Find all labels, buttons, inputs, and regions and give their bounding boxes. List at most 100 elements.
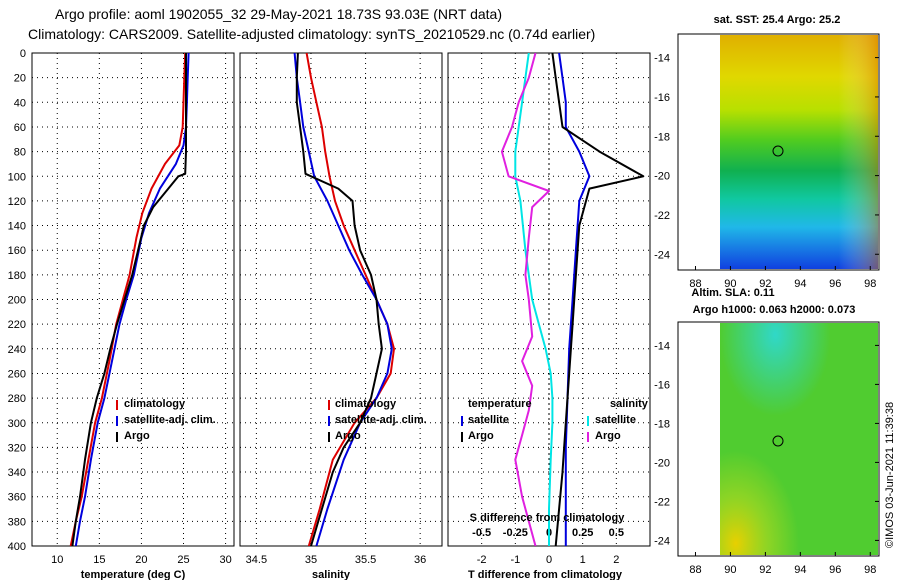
depth-tick-label: 60: [14, 122, 26, 134]
depth-tick-label: 160: [8, 245, 26, 257]
s-tick-label: 0.5: [609, 527, 624, 539]
map-x-tick-label: 90: [724, 278, 736, 290]
legend-sal-satellite: satellite: [595, 414, 636, 426]
depth-tick-label: 360: [8, 492, 26, 504]
map-x-tick-label: 88: [689, 278, 701, 290]
x-tick-label: 35.5: [355, 554, 376, 566]
map-y-tick-label: -14: [654, 53, 670, 65]
series-line-argo: [295, 53, 383, 546]
map-y-tick-label: -18: [654, 418, 670, 430]
depth-tick-label: 140: [8, 221, 26, 233]
x-tick-label: 10: [51, 554, 63, 566]
map-y-tick-label: -18: [654, 131, 670, 143]
sst-argo-marker: [772, 145, 784, 157]
sla-map-subtitle: Argo h1000: 0.063 h2000: 0.073: [693, 304, 856, 316]
map-x-tick-label: 98: [864, 564, 876, 576]
map-x-tick-label: 94: [794, 564, 806, 576]
legend-climatology: climatology: [335, 398, 397, 410]
x-tick-label: 15: [93, 554, 105, 566]
s-tick-label: -0.5: [472, 527, 491, 539]
x-tick-label: 25: [177, 554, 189, 566]
legend-sal-argo: Argo: [595, 430, 621, 442]
imos-credit: ©IMOS 03-Jun-2021 11:39:38: [884, 402, 896, 548]
depth-tick-label: 80: [14, 147, 26, 159]
sst-map-title: sat. SST: 25.4 Argo: 25.2: [714, 14, 841, 26]
sla-field-low: [720, 323, 878, 555]
map-x-tick-label: 90: [724, 564, 736, 576]
x-tick-label: 34.5: [246, 554, 267, 566]
legend-satellite: satellite-adj. clim.: [124, 414, 216, 426]
temperature-legend: climatology satellite-adj. clim. Argo: [116, 398, 216, 442]
salinity-legend: climatology satellite-adj. clim. Argo: [328, 398, 427, 442]
series-group: [500, 53, 645, 546]
difference-xlabel: T difference from climatology: [468, 569, 623, 580]
legend-temp-satellite: satellite: [468, 414, 509, 426]
x-tick-label: 0: [546, 554, 552, 566]
depth-tick-label: 240: [8, 344, 26, 356]
legend-salinity-title: salinity: [610, 398, 649, 410]
map-x-tick-label: 92: [759, 278, 771, 290]
series-line-temperature-argo: [551, 53, 645, 546]
series-line-salinity-satellite: [514, 53, 554, 546]
map-x-tick-label: 94: [794, 278, 806, 290]
depth-tick-label: 220: [8, 319, 26, 331]
depth-tick-label: 280: [8, 393, 26, 405]
s-tick-label: -0.25: [503, 527, 528, 539]
map-x-tick-label: 92: [759, 564, 771, 576]
legend-satellite: satellite-adj. clim.: [335, 414, 427, 426]
map-x-tick-label: 88: [689, 564, 701, 576]
map-y-tick-label: -20: [654, 171, 670, 183]
map-y-tick-label: -16: [654, 379, 670, 391]
depth-tick-label: 400: [8, 541, 26, 553]
depth-tick-label: 20: [14, 73, 26, 85]
depth-tick-label: 200: [8, 295, 26, 307]
depth-tick-label: 0: [20, 48, 26, 60]
temperature-xlabel: temperature (deg C): [81, 569, 186, 580]
map-x-tick-label: 96: [829, 278, 841, 290]
map-y-tick-label: -24: [654, 249, 670, 261]
depth-tick-label: 340: [8, 467, 26, 479]
depth-tick-label: 380: [8, 516, 26, 528]
series-group: [69, 53, 190, 546]
map-y-tick-label: -16: [654, 92, 670, 104]
x-tick-label: 30: [219, 554, 231, 566]
sla-map-title: Altim. SLA: 0.11: [691, 287, 774, 299]
map-y-tick-label: -22: [654, 210, 670, 222]
sla-map-axes: 88 90 92 94 96 98 -14 -16 -18 -20 -22 -24: [654, 340, 879, 576]
depth-tick-label: 320: [8, 442, 26, 454]
legend-argo: Argo: [124, 430, 150, 442]
map-y-tick-label: -20: [654, 457, 670, 469]
series-group: [293, 53, 395, 546]
series-line-climatology: [305, 53, 395, 546]
profile-lines: [69, 53, 645, 546]
x-tick-label: 35: [305, 554, 317, 566]
series-line-argo: [71, 53, 187, 546]
depth-axis: 0 20 40 60 80 100 120 140 160 180 200 220 240 260 280 3…: [8, 48, 26, 553]
header-line1: Argo profile: aoml 1902055_32 29-May-202…: [55, 6, 502, 22]
map-y-tick-label: -22: [654, 496, 670, 508]
legend-climatology: climatology: [124, 398, 186, 410]
sst-field-warm-overlay: [720, 35, 878, 269]
series-line-climatology: [69, 53, 187, 546]
depth-tick-label: 40: [14, 97, 26, 109]
s-difference-title: S difference from climatology: [470, 512, 626, 524]
header-line2: Climatology: CARS2009. Satellite-adjuste…: [28, 26, 595, 42]
map-y-tick-label: -14: [654, 340, 670, 352]
map-x-tick-label: 96: [829, 564, 841, 576]
depth-tick-label: 100: [8, 171, 26, 183]
x-tick-label: 1: [580, 554, 586, 566]
x-tick-label: 36: [414, 554, 426, 566]
series-line-temperature-satellite: [558, 53, 591, 546]
difference-legend: temperature salinity satellite Argo sate…: [461, 398, 649, 442]
x-tick-label: 20: [135, 554, 147, 566]
sst-map-axes: 88 90 92 94 96 98 -14 -16 -18 -20 -22 -24: [654, 53, 879, 290]
legend-temperature-title: temperature: [468, 398, 532, 410]
depth-tick-label: 260: [8, 368, 26, 380]
x-tick-label: -2: [477, 554, 487, 566]
map-y-tick-label: -24: [654, 535, 670, 547]
depth-tick-label: 180: [8, 270, 26, 282]
s-tick-label: 0.25: [572, 527, 593, 539]
depth-tick-label: 120: [8, 196, 26, 208]
legend-temp-argo: Argo: [468, 430, 494, 442]
